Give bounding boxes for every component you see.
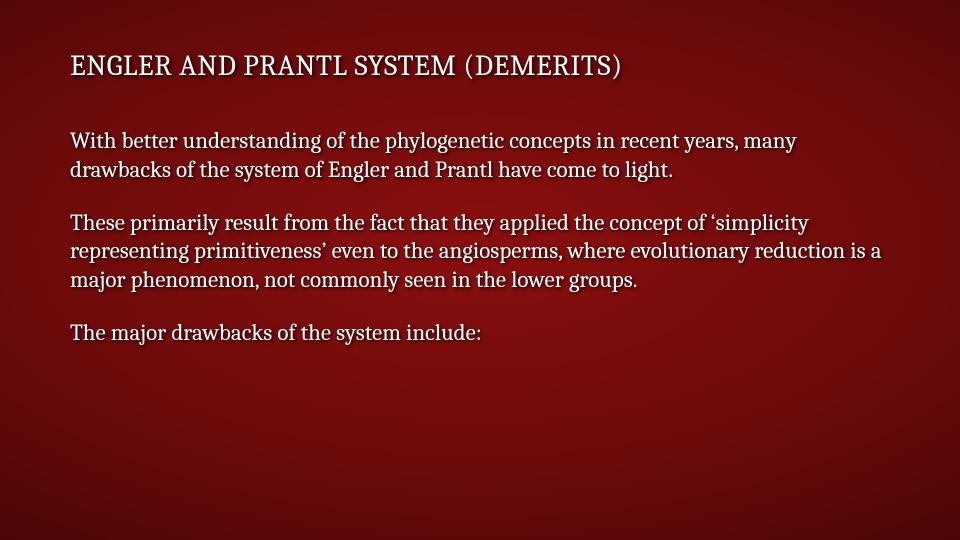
paragraph-2: These primarily result from the fact tha… (70, 209, 890, 295)
paragraph-1: With better understanding of the phyloge… (70, 127, 890, 185)
slide-title: ENGLER AND PRANTL SYSTEM (DEMERITS) (70, 50, 890, 83)
paragraph-3: The major drawbacks of the system includ… (70, 319, 890, 348)
